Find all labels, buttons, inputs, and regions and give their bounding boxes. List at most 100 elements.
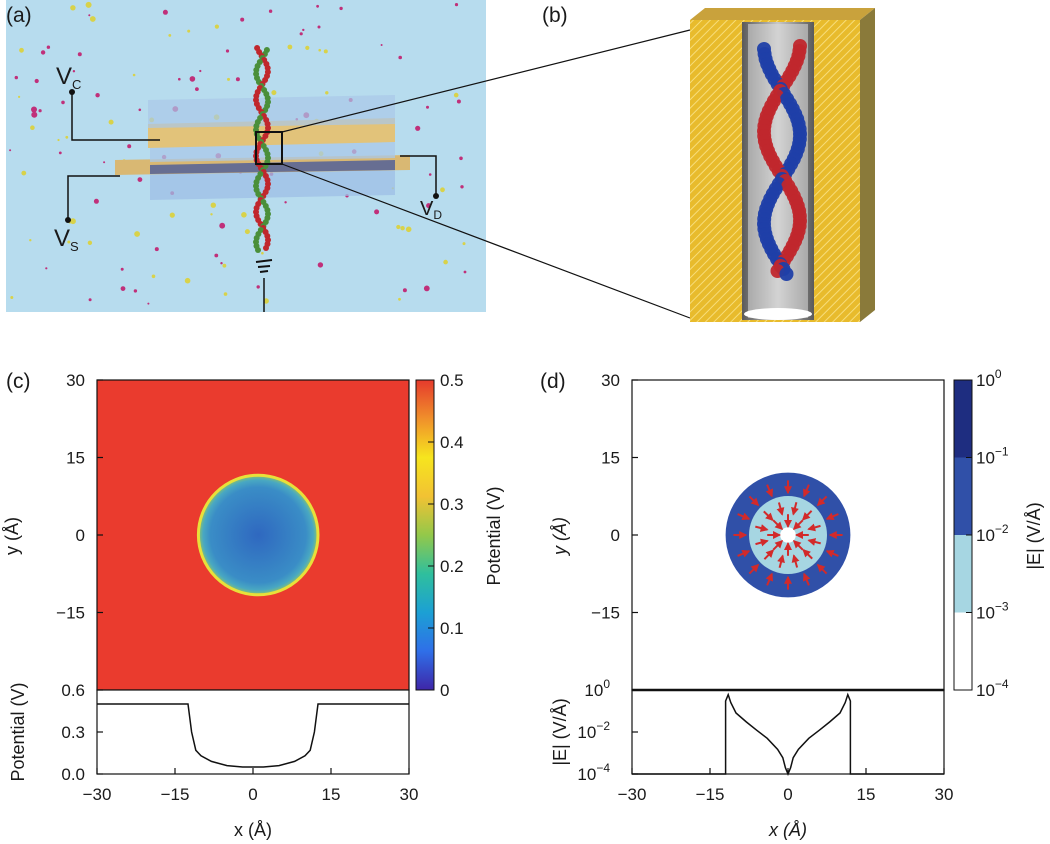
ion (162, 9, 168, 15)
field-arrow (802, 484, 811, 498)
ion (299, 32, 303, 36)
ion (132, 73, 136, 77)
ion (88, 298, 92, 302)
ion (9, 149, 12, 152)
field-arrow (772, 539, 784, 551)
ion (240, 17, 245, 22)
ion (95, 93, 100, 98)
x-tick-label: −15 (161, 785, 190, 804)
dna-double-helix (757, 39, 807, 281)
y-tick-label: −15 (56, 604, 85, 623)
field-arrow (772, 519, 784, 531)
ion (460, 185, 464, 189)
label-vc: VC (56, 63, 81, 92)
profile-frame (96, 689, 410, 775)
panel-label-b: (b) (542, 4, 568, 27)
x-tick-label: 15 (857, 785, 876, 804)
ion (219, 222, 226, 229)
ion (323, 49, 328, 54)
ion (87, 240, 93, 245)
ion (85, 1, 92, 8)
ion (325, 91, 329, 95)
ion (339, 6, 343, 11)
field-arrow (801, 510, 813, 521)
y-tick-label: 15 (601, 449, 620, 468)
colorbar-tick-label: 10−4 (976, 677, 1009, 700)
dna-atom (263, 245, 269, 251)
colorbar-band (954, 612, 972, 690)
x-axis-label: x (Å) (768, 820, 807, 840)
field-arrow (765, 572, 774, 586)
ion (317, 25, 321, 29)
zoom-line-bottom (281, 163, 691, 319)
field-arrow (802, 572, 811, 586)
ion (405, 226, 412, 233)
ion (70, 218, 76, 225)
pore-potential-region (196, 473, 320, 597)
x-tick-label: 0 (248, 785, 257, 804)
ion (214, 253, 219, 258)
ion (120, 267, 124, 271)
field-arrow (825, 512, 839, 521)
ion (40, 50, 46, 55)
ion (34, 78, 39, 84)
x-axis-label: x (Å) (234, 820, 272, 840)
ion (271, 90, 277, 96)
y-axis-label: y (Å) (2, 517, 22, 555)
ion (88, 14, 91, 17)
ion (223, 292, 228, 296)
field-arrow (816, 563, 828, 575)
ion (453, 92, 459, 98)
zoom-line-top (281, 29, 691, 133)
ion (133, 289, 138, 293)
ion (220, 262, 223, 265)
ion (189, 76, 196, 82)
ion (137, 177, 143, 183)
x-tick-label: 30 (935, 785, 954, 804)
ion (263, 298, 269, 304)
potential-profile-line (97, 703, 409, 768)
profile-y-tick-label: 0.3 (61, 723, 85, 742)
x-ticks: −30 −15 0 15 30 (618, 768, 954, 804)
ion (398, 297, 401, 301)
colorbar-tick-label: 0.4 (440, 433, 464, 452)
ion (151, 274, 156, 279)
ion (396, 224, 401, 230)
label-vd: VD (420, 198, 442, 222)
wire-vd (400, 155, 437, 196)
ion (210, 213, 213, 216)
field-arrow (792, 519, 804, 531)
ion (31, 106, 37, 113)
panel-a-schematic: VC VS VD (6, 0, 486, 312)
field-arrow (807, 538, 821, 546)
ion (398, 55, 403, 60)
ion (400, 226, 405, 231)
x-tick-label: 15 (322, 785, 341, 804)
ion (14, 75, 18, 80)
ion (423, 285, 430, 292)
ion (127, 144, 132, 149)
zoom-box (255, 131, 283, 165)
ion (93, 198, 99, 204)
x-tick-label: −15 (696, 785, 725, 804)
x-tick-label: −30 (83, 785, 112, 804)
ion (241, 212, 247, 218)
ion (187, 29, 191, 33)
field-arrow (776, 502, 785, 516)
ion (380, 44, 383, 46)
ion (169, 212, 175, 218)
x-tick-label: 30 (400, 785, 419, 804)
profile-y-tick-label: 100 (584, 677, 610, 700)
ion (402, 288, 407, 293)
field-arrow (763, 510, 774, 522)
colorbar-ticks: 10−4 10−3 10−2 10−1 100 (966, 367, 1009, 700)
y-ticks: −15 0 15 30 (591, 371, 638, 623)
ion (459, 156, 463, 161)
ion (214, 24, 219, 29)
colorbar-tick-label: 0 (440, 681, 449, 700)
ion (440, 187, 445, 193)
ion (65, 135, 69, 139)
ion (61, 100, 65, 105)
colorbar-tick-label: 100 (976, 367, 1002, 390)
